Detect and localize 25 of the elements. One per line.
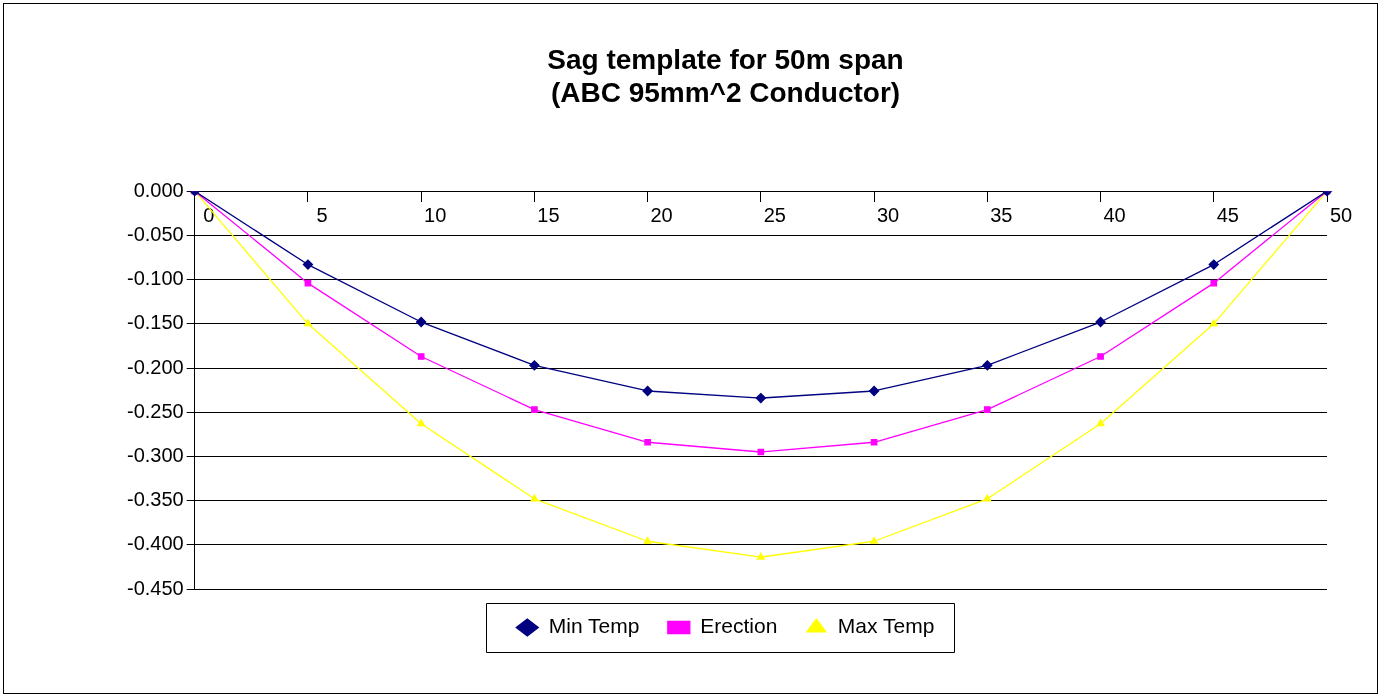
y-tick-label: -0.250 bbox=[126, 399, 184, 422]
y-tick-label: -0.400 bbox=[126, 532, 184, 555]
x-tick-label: 15 bbox=[537, 203, 560, 226]
chart-title: Sag template for 50m span (ABC 95mm^2 Conductor) bbox=[547, 43, 904, 109]
y-tick-label: -0.100 bbox=[126, 267, 184, 290]
x-tick-label: 40 bbox=[1103, 203, 1126, 226]
y-tick-label: -0.300 bbox=[126, 443, 184, 466]
x-tick-label: 5 bbox=[316, 203, 328, 226]
legend-label: Max Temp bbox=[837, 614, 935, 638]
x-tick-label: 30 bbox=[876, 203, 900, 226]
y-tick-label: -0.050 bbox=[126, 222, 184, 245]
y-tick-label: 0.000 bbox=[133, 178, 184, 201]
x-tick-label: 20 bbox=[650, 203, 673, 226]
y-tick-label: -0.350 bbox=[126, 488, 184, 511]
x-tick-label: 25 bbox=[763, 203, 786, 226]
y-tick-label: -0.200 bbox=[126, 355, 184, 378]
legend-label: Min Temp bbox=[548, 614, 640, 638]
x-tick-label: 0 bbox=[203, 203, 215, 226]
y-tick-label: -0.450 bbox=[126, 576, 184, 599]
x-tick-label: 50 bbox=[1329, 203, 1353, 226]
x-tick-label: 35 bbox=[990, 203, 1013, 226]
legend-label: Erection bbox=[700, 614, 778, 638]
x-tick-label: 45 bbox=[1216, 203, 1239, 226]
x-tick-label: 10 bbox=[424, 203, 447, 226]
y-tick-label: -0.150 bbox=[126, 311, 184, 334]
